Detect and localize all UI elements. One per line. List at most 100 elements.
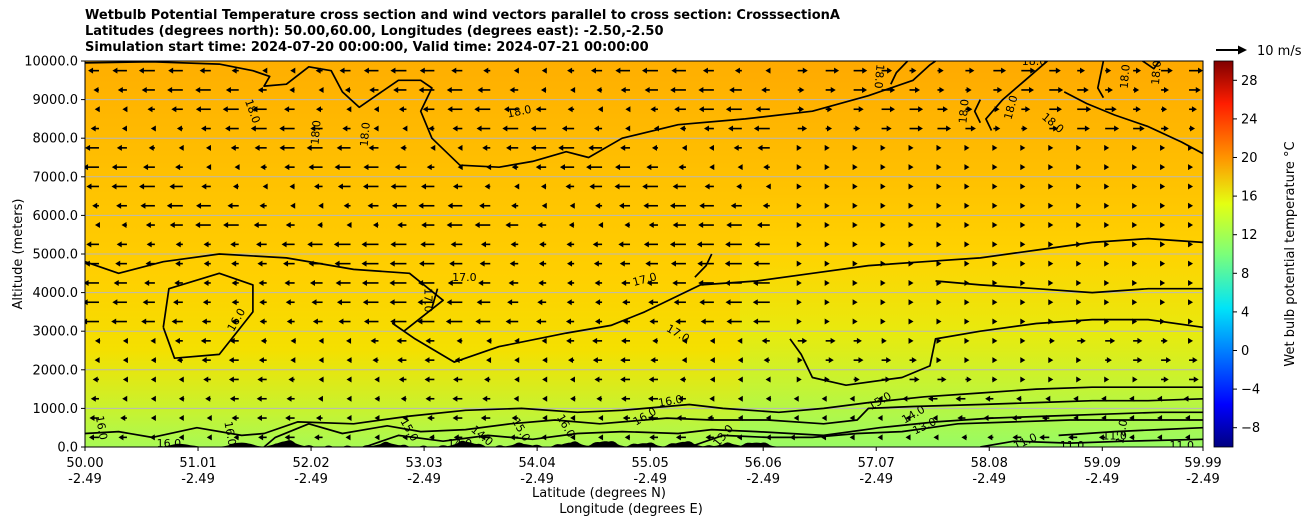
wind-vector <box>252 106 267 113</box>
wind-vector <box>229 395 239 402</box>
wind-vector <box>138 67 155 74</box>
wind-vector <box>1076 299 1082 306</box>
wind-vector <box>669 202 686 209</box>
wind-vector <box>116 144 127 151</box>
wind-vector <box>317 222 323 229</box>
wind-vector <box>652 337 658 344</box>
wind-vector <box>672 222 686 229</box>
wind-vector <box>149 434 155 441</box>
wind-vector <box>1049 86 1064 93</box>
wind-vector <box>1049 125 1059 132</box>
contour-lines <box>85 61 1203 447</box>
wind-vector <box>1129 434 1135 441</box>
wind-vector <box>699 202 714 209</box>
wind-vector <box>674 106 686 113</box>
wind-vector <box>880 318 886 325</box>
wind-vector <box>309 279 323 286</box>
wind-vector <box>201 357 211 364</box>
wind-vector <box>559 164 575 171</box>
wind-vector <box>824 279 830 286</box>
wind-vector <box>1189 86 1201 93</box>
wind-vector <box>908 144 914 151</box>
wind-vector <box>530 144 547 151</box>
wind-vector <box>1048 376 1054 383</box>
wind-vector <box>362 299 379 306</box>
wind-vector <box>589 183 603 190</box>
wind-vector <box>1185 415 1191 422</box>
wind-vector <box>1129 415 1135 422</box>
wind-vector <box>1048 183 1054 190</box>
wind-vector <box>256 241 267 248</box>
wind-vector <box>704 183 714 190</box>
wind-vector <box>363 164 379 171</box>
wind-vector <box>389 299 407 306</box>
wind-vector <box>542 376 548 383</box>
wind-vector <box>283 260 295 267</box>
wind-vector <box>964 337 970 344</box>
wind-vector <box>765 415 771 422</box>
wind-vector <box>1041 415 1050 422</box>
wind-vector <box>936 164 942 171</box>
wind-vector <box>338 318 351 325</box>
wind-vector <box>121 222 127 229</box>
wind-vector <box>1020 241 1026 248</box>
wind-vector <box>203 279 211 286</box>
wind-vector <box>881 357 892 364</box>
wind-vector <box>150 415 156 422</box>
x-tick-label-longitude: -2.49 <box>181 472 215 487</box>
wind-vector <box>538 279 547 286</box>
wind-vector <box>615 67 631 74</box>
wind-vector <box>736 183 742 190</box>
wind-vector <box>453 376 463 383</box>
wind-vector <box>1020 337 1026 344</box>
wind-vector <box>1129 395 1135 402</box>
wind-vector <box>961 434 967 441</box>
wind-vector <box>1020 318 1026 325</box>
wind-vector <box>789 434 798 441</box>
x-tick-label-latitude: 58.08 <box>971 456 1008 471</box>
wind-vector <box>318 357 324 364</box>
wind-vector <box>1188 164 1194 171</box>
wind-vector <box>346 376 352 383</box>
wind-vector <box>346 395 352 402</box>
wind-vector <box>1049 106 1062 113</box>
wind-vector <box>339 67 351 74</box>
wind-vector <box>881 106 895 113</box>
wind-vector <box>279 144 295 151</box>
wind-vector <box>993 106 1000 113</box>
wind-vector <box>318 376 324 383</box>
wind-vector <box>146 241 155 248</box>
wind-vector <box>852 299 858 306</box>
wind-vector <box>1105 86 1113 93</box>
wind-vector <box>909 357 917 364</box>
wind-vector <box>94 222 100 229</box>
x-tick-label-latitude: 57.07 <box>858 456 895 471</box>
wind-vector <box>92 376 99 383</box>
wind-vector <box>672 279 686 286</box>
wind-vector <box>511 415 519 422</box>
y-tick-label: 8000.0 <box>33 132 79 147</box>
wind-vector <box>671 67 686 74</box>
wind-vector <box>502 125 519 132</box>
wind-vector <box>199 67 211 74</box>
wind-vector <box>195 222 211 229</box>
chart-title-line-3: Simulation start time: 2024-07-20 00:00:… <box>85 40 649 55</box>
wind-vector <box>853 125 861 132</box>
wind-vector <box>699 299 714 306</box>
wind-vector <box>314 183 323 190</box>
wind-vector <box>223 222 239 229</box>
wind-vector <box>1020 260 1026 267</box>
wind-vector <box>698 279 714 286</box>
wind-vector <box>169 222 183 229</box>
wind-vectors <box>85 67 1203 441</box>
wind-vector <box>310 125 323 132</box>
contour-line-18-0 <box>1096 61 1105 99</box>
wind-vector <box>122 376 128 383</box>
wind-vector <box>729 86 742 93</box>
wind-vector <box>85 144 99 151</box>
wind-vector <box>909 125 923 132</box>
wind-vector <box>1020 279 1026 286</box>
contour-label: 16.0 <box>657 393 683 410</box>
wind-vector <box>880 202 886 209</box>
contour-line-17-0 <box>694 253 713 278</box>
